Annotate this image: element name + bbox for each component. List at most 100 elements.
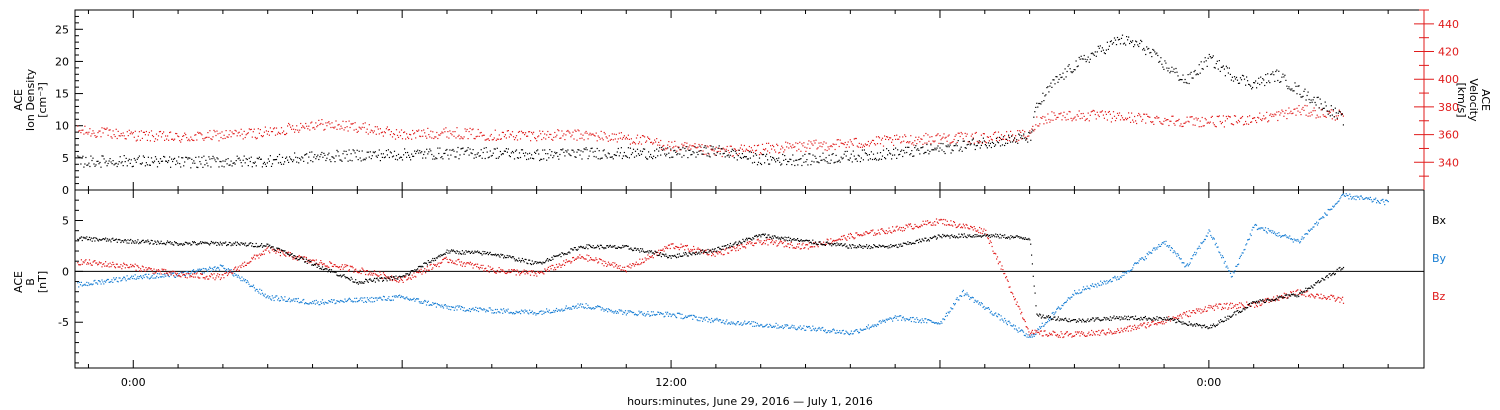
bz-series-point — [467, 262, 469, 264]
by-series-point — [1093, 286, 1095, 288]
density-series-point — [143, 156, 145, 158]
bottom-panel-frame — [74, 189, 1425, 369]
velocity-series-point — [1327, 110, 1329, 112]
by-series-point — [1067, 297, 1069, 299]
bz-series-point — [750, 243, 752, 245]
velocity-series-point — [1054, 114, 1056, 116]
velocity-series-point — [1317, 116, 1319, 118]
by-series-point — [779, 326, 781, 328]
bz-series-point — [671, 243, 673, 245]
density-series-point — [1273, 74, 1275, 76]
bz-series-point — [167, 274, 169, 276]
bz-series-point — [720, 253, 722, 255]
velocity-series-point — [965, 135, 967, 137]
density-series-point — [363, 158, 365, 160]
velocity-series-point — [218, 140, 220, 142]
velocity-series-point — [439, 134, 441, 136]
density-series-point — [361, 150, 363, 152]
density-series-point — [891, 158, 893, 160]
density-series-point — [587, 158, 589, 160]
velocity-series-point — [299, 129, 301, 131]
bz-series-point — [520, 272, 523, 274]
by-series-point — [1299, 241, 1302, 243]
density-series-point — [639, 150, 642, 152]
by-series-point — [930, 320, 932, 322]
by-series-point — [620, 309, 622, 311]
velocity-series-point — [1000, 134, 1003, 136]
velocity-series-point — [1146, 113, 1148, 115]
density-series-point — [1030, 139, 1032, 141]
velocity-series-point — [104, 128, 106, 130]
by-series-point — [492, 309, 494, 311]
velocity-series-point — [550, 133, 552, 136]
velocity-series-point — [168, 139, 170, 141]
velocity-series-point — [1040, 117, 1042, 119]
density-series-point — [1296, 93, 1298, 95]
bz-series-point — [383, 274, 385, 276]
density-series-point — [188, 157, 190, 159]
density-series-point — [1161, 63, 1163, 65]
bz-series-point — [391, 275, 393, 277]
density-series-point — [252, 162, 254, 164]
by-series-point — [794, 327, 796, 329]
density-series-point — [1089, 58, 1091, 60]
bz-series-point — [392, 276, 394, 278]
by-series-point — [189, 274, 191, 276]
velocity-series-point — [158, 131, 161, 133]
by-series-point — [1229, 270, 1231, 272]
density-series-point — [1182, 74, 1184, 76]
density-series-point — [235, 160, 237, 162]
density-series-point — [340, 159, 342, 161]
bz-series-point — [90, 264, 92, 266]
density-series-point — [730, 150, 732, 153]
velocity-series-point — [194, 134, 196, 136]
by-series-point — [205, 268, 207, 270]
by-series-point — [1175, 253, 1177, 255]
by-series-point — [846, 331, 848, 333]
velocity-series-point — [1329, 111, 1331, 113]
bz-series-point — [391, 279, 394, 282]
density-series-point — [750, 151, 752, 153]
by-series-point — [1386, 200, 1388, 202]
velocity-series-point — [782, 147, 784, 149]
by-series-point — [298, 302, 300, 304]
velocity-series-point — [635, 137, 638, 139]
velocity-series-point — [223, 134, 225, 136]
density-series-point — [1150, 51, 1152, 54]
by-series-point — [1190, 258, 1192, 260]
density-series-point — [591, 147, 593, 149]
density-series-point — [1204, 57, 1206, 59]
density-series-point — [716, 152, 718, 154]
density-series-point — [1148, 47, 1150, 50]
velocity-series-point — [628, 138, 630, 140]
velocity-series-point — [130, 131, 132, 133]
velocity-series-point — [225, 130, 227, 132]
density-series-point — [563, 151, 565, 153]
bz-series-point — [105, 261, 107, 263]
by-series-point — [537, 313, 539, 315]
density-series-point — [567, 149, 569, 151]
by-series-point — [550, 312, 552, 314]
velocity-series-point — [1118, 112, 1121, 114]
density-series-point — [972, 138, 974, 140]
bz-series-point — [389, 277, 391, 279]
by-series-point — [195, 270, 197, 272]
velocity-series-point — [815, 139, 817, 141]
y-tick-label-left: 5 — [62, 152, 69, 165]
bz-series-point — [732, 246, 734, 248]
velocity-series-point — [589, 132, 591, 134]
by-series-point — [891, 318, 893, 320]
bz-series-point — [475, 263, 477, 265]
density-series-point — [237, 158, 239, 160]
velocity-series-point — [571, 134, 573, 136]
by-series-point — [786, 324, 788, 326]
velocity-series-point — [1020, 131, 1022, 133]
by-series-point — [820, 329, 822, 331]
by-series-point — [1109, 279, 1111, 281]
density-series-point — [986, 147, 988, 149]
velocity-series-point — [187, 139, 189, 142]
density-series-point — [636, 148, 639, 150]
velocity-series-point — [733, 148, 735, 150]
velocity-series-point — [647, 136, 649, 138]
density-series-point — [865, 153, 867, 155]
